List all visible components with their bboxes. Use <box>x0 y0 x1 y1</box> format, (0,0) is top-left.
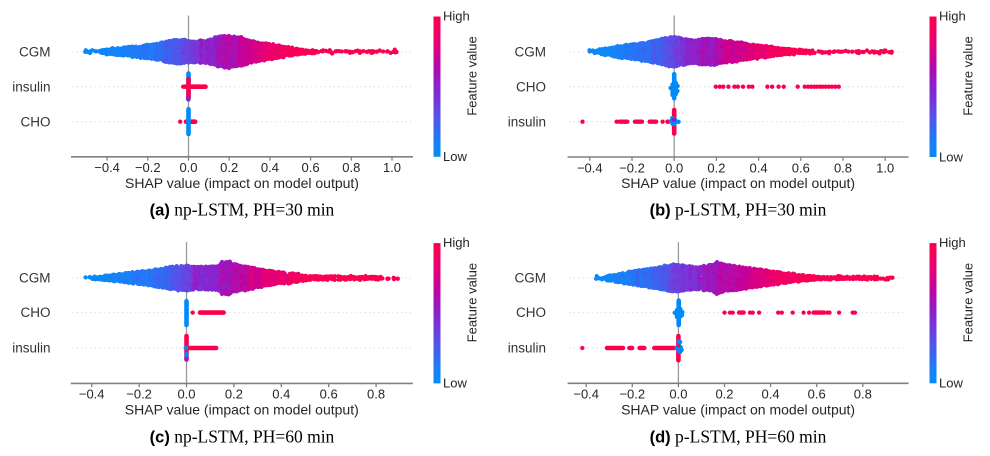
svg-text:SHAP value (impact on model ou: SHAP value (impact on model output) <box>125 175 359 191</box>
svg-text:Feature value: Feature value <box>961 36 976 116</box>
svg-text:High: High <box>939 235 966 250</box>
svg-text:0.6: 0.6 <box>792 160 810 175</box>
svg-text:0.6: 0.6 <box>808 387 826 402</box>
svg-text:Feature value: Feature value <box>465 263 480 343</box>
svg-text:0.8: 0.8 <box>342 160 360 175</box>
svg-text:−0.4: −0.4 <box>573 387 599 402</box>
svg-text:CGM: CGM <box>19 44 51 59</box>
svg-text:SHAP value (impact on model ou: SHAP value (impact on model output) <box>621 402 855 418</box>
svg-text:−0.2: −0.2 <box>135 160 161 175</box>
svg-text:0.0: 0.0 <box>669 387 687 402</box>
svg-text:0.2: 0.2 <box>715 387 733 402</box>
svg-text:CHO: CHO <box>516 79 546 94</box>
svg-text:1.0: 1.0 <box>383 160 401 175</box>
svg-text:insulin: insulin <box>508 341 546 356</box>
svg-text:Low: Low <box>939 149 963 164</box>
svg-text:High: High <box>443 8 470 23</box>
svg-text:CGM: CGM <box>515 271 547 286</box>
svg-text:CHO: CHO <box>516 305 546 320</box>
svg-text:CHO: CHO <box>21 305 51 320</box>
svg-text:CGM: CGM <box>515 44 547 59</box>
svg-text:−0.2: −0.2 <box>126 387 152 402</box>
svg-text:CHO: CHO <box>21 114 51 129</box>
svg-text:0.8: 0.8 <box>367 387 385 402</box>
svg-text:0.4: 0.4 <box>261 160 279 175</box>
svg-text:(b) p-LSTM, PH=30 min: (b) p-LSTM, PH=30 min <box>650 199 827 219</box>
svg-text:insulin: insulin <box>12 341 50 356</box>
svg-text:High: High <box>443 235 470 250</box>
svg-text:−0.2: −0.2 <box>619 387 645 402</box>
svg-text:−0.4: −0.4 <box>79 387 105 402</box>
svg-text:(c) np-LSTM, PH=60 min: (c) np-LSTM, PH=60 min <box>150 427 335 447</box>
svg-text:0.4: 0.4 <box>762 387 780 402</box>
svg-text:Low: Low <box>939 376 963 391</box>
svg-text:SHAP value (impact on model ou: SHAP value (impact on model output) <box>621 175 855 191</box>
svg-text:0.8: 0.8 <box>834 160 852 175</box>
svg-text:(a) np-LSTM, PH=30 min: (a) np-LSTM, PH=30 min <box>150 199 335 219</box>
svg-text:−0.4: −0.4 <box>94 160 120 175</box>
svg-text:1.0: 1.0 <box>876 160 894 175</box>
svg-text:−0.4: −0.4 <box>577 160 603 175</box>
svg-text:0.4: 0.4 <box>272 387 290 402</box>
svg-text:0.2: 0.2 <box>707 160 725 175</box>
svg-text:Low: Low <box>443 149 467 164</box>
svg-text:Low: Low <box>443 376 467 391</box>
svg-text:CGM: CGM <box>19 271 51 286</box>
svg-text:SHAP value (impact on model ou: SHAP value (impact on model output) <box>125 402 359 418</box>
svg-text:Feature value: Feature value <box>465 36 480 116</box>
svg-text:(d) p-LSTM, PH=60 min: (d) p-LSTM, PH=60 min <box>650 427 827 447</box>
svg-text:0.8: 0.8 <box>854 387 872 402</box>
svg-text:0.0: 0.0 <box>665 160 683 175</box>
svg-text:−0.2: −0.2 <box>619 160 645 175</box>
svg-text:Feature value: Feature value <box>961 263 976 343</box>
svg-text:0.6: 0.6 <box>320 387 338 402</box>
svg-text:0.4: 0.4 <box>750 160 768 175</box>
svg-text:insulin: insulin <box>508 114 546 129</box>
svg-text:insulin: insulin <box>12 79 50 94</box>
svg-text:0.0: 0.0 <box>177 387 195 402</box>
svg-text:0.0: 0.0 <box>179 160 197 175</box>
svg-text:0.6: 0.6 <box>302 160 320 175</box>
svg-text:High: High <box>939 8 966 23</box>
svg-text:0.2: 0.2 <box>220 160 238 175</box>
svg-text:0.2: 0.2 <box>225 387 243 402</box>
